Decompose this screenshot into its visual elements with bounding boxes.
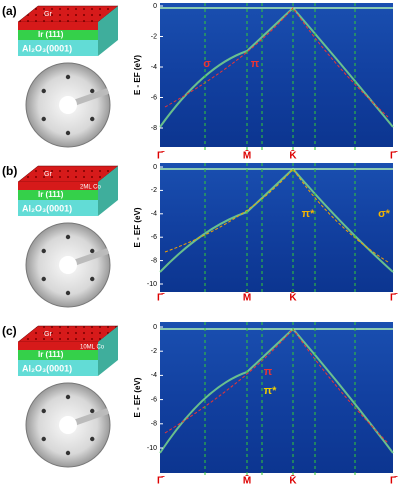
y-tick-label: -4 (151, 211, 157, 218)
ir-layer (18, 190, 98, 200)
x-label: Γ̄ (390, 151, 398, 162)
leed-gun (59, 416, 77, 434)
leed-gun (59, 96, 77, 114)
x-label: Γ̄ (157, 476, 165, 487)
leed-spot (41, 436, 46, 442)
leed-spot (90, 88, 95, 94)
y-tick-label: -8 (151, 421, 157, 428)
y-tick-label: 0 (153, 164, 157, 171)
panel-label: (c) (2, 324, 17, 338)
x-label: Γ̄ (390, 476, 398, 487)
x-label: K̄ (289, 291, 297, 303)
panel-label: (b) (2, 164, 17, 178)
layer-gr: Gr (44, 11, 52, 18)
layer-gr: Gr (44, 331, 52, 338)
y-tick-label: -6 (151, 396, 157, 403)
leed-spot (90, 248, 95, 254)
sub-layer (18, 40, 98, 56)
sub-layer (18, 200, 98, 216)
layer-sub: Al₂O₃(0001) (22, 363, 72, 373)
band-annotation: σ* (378, 208, 391, 220)
y-tick-label: -4 (151, 372, 157, 379)
leed-spot (65, 130, 71, 136)
leed-spot (90, 436, 95, 442)
y-tick-label: 0 (153, 324, 157, 331)
x-label: M̄ (243, 149, 251, 161)
leed-spot (65, 450, 71, 456)
x-label: Γ̄ (157, 151, 165, 162)
y-axis-label: E - EF (eV) (133, 55, 142, 95)
gr-layer (18, 182, 98, 190)
gr-layer (18, 22, 98, 30)
leed-spot (90, 408, 95, 414)
layer-sub: Al₂O₃(0001) (22, 203, 72, 213)
leed-spot (90, 116, 95, 122)
band-annotation: π (251, 58, 260, 70)
panel-label: (a) (2, 4, 17, 18)
band-annotation: π* (302, 208, 315, 220)
y-tick-label: -2 (151, 348, 157, 355)
x-label: Γ̄ (157, 293, 165, 304)
y-tick-label: -8 (151, 257, 157, 264)
gr-layer (18, 342, 98, 350)
y-tick-label: -6 (151, 94, 157, 101)
layer-ir: Ir (111) (38, 190, 64, 199)
band-annotation: π* (264, 385, 277, 397)
leed-spot (65, 394, 71, 400)
arpes-map (160, 3, 393, 147)
layer-ir: Ir (111) (38, 350, 64, 359)
leed-gun (59, 256, 77, 274)
fit-curve (164, 168, 389, 263)
fit-curve (164, 7, 389, 118)
leed-spot (41, 276, 46, 282)
x-label: K̄ (289, 474, 297, 486)
x-label: M̄ (243, 291, 251, 303)
y-tick-label: -10 (147, 281, 157, 288)
sub-layer (18, 360, 98, 376)
leed-spot (90, 276, 95, 282)
y-tick-label: 0 (153, 3, 157, 10)
leed-spot (65, 234, 71, 240)
leed-spot (65, 74, 71, 80)
y-tick-label: -4 (151, 64, 157, 71)
leed-spot (41, 248, 46, 254)
layer-co: 2ML Co (80, 185, 101, 191)
side-face (98, 6, 118, 56)
y-axis-label: E - EF (eV) (133, 377, 142, 417)
arpes-map (160, 163, 393, 292)
y-tick-label: -10 (147, 445, 157, 452)
x-label: M̄ (243, 474, 251, 486)
leed-spot (41, 116, 46, 122)
y-axis-label: E - EF (eV) (133, 207, 142, 247)
ir-layer (18, 30, 98, 40)
leed-spot (65, 290, 71, 296)
x-label: Γ̄ (390, 293, 398, 304)
x-label: K̄ (289, 149, 297, 161)
y-tick-label: -6 (151, 234, 157, 241)
y-tick-label: -2 (151, 187, 157, 194)
leed-spot (41, 408, 46, 414)
layer-co: 10ML Co (80, 345, 105, 351)
side-face (98, 326, 118, 376)
band-annotation: σ (203, 58, 211, 70)
y-tick-label: -2 (151, 33, 157, 40)
y-tick-label: -8 (151, 125, 157, 132)
leed-spot (41, 88, 46, 94)
ir-layer (18, 350, 98, 360)
band-annotation: π (264, 366, 273, 378)
layer-sub: Al₂O₃(0001) (22, 43, 72, 53)
layer-gr: Gr (44, 171, 52, 178)
side-face (98, 166, 118, 216)
layer-ir: Ir (111) (38, 30, 64, 39)
